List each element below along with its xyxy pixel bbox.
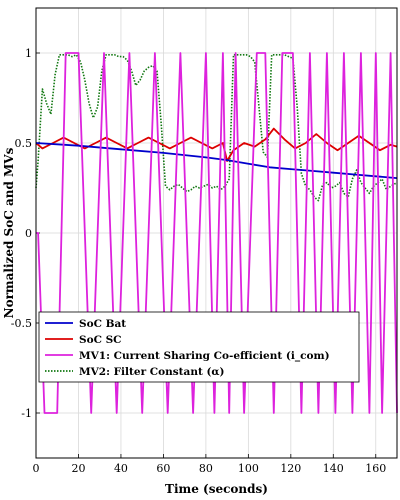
- series-line-0: [35, 142, 398, 179]
- legend: SoC Bat SoC SC MV1: Current Sharing Co-eff…: [38, 311, 360, 383]
- y-tick-label: -0.5: [11, 317, 32, 330]
- y-tick-label: 1: [25, 47, 32, 60]
- x-tick-label: 20: [71, 462, 85, 475]
- legend-label: MV2: Filter Constant (α): [79, 366, 224, 378]
- y-tick-label: 0: [25, 227, 32, 240]
- x-tick-label: 0: [33, 462, 40, 475]
- x-tick-label: 100: [238, 462, 259, 475]
- y-axis-ticks: -1 -0.5 0 0.5 1: [11, 47, 40, 420]
- x-axis-ticks: 0 20 40 60 80 100 120 140 160: [33, 454, 386, 475]
- y-tick-label: -1: [21, 407, 32, 420]
- legend-label: SoC Bat: [79, 318, 126, 330]
- series-line-3: [35, 53, 398, 202]
- y-axis-title: Normalized SoC and MVs: [2, 147, 16, 318]
- series-line-2: [36, 52, 398, 414]
- x-tick-label: 140: [323, 462, 344, 475]
- x-tick-label: 60: [156, 462, 170, 475]
- x-tick-label: 80: [199, 462, 213, 475]
- x-tick-label: 160: [365, 462, 386, 475]
- legend-label: SoC SC: [79, 334, 122, 346]
- series-line-1: [35, 127, 398, 162]
- y-tick-label: 0.5: [15, 137, 33, 150]
- plot-frame: [35, 7, 398, 459]
- legend-box: [38, 311, 360, 383]
- x-axis-title: Time (seconds): [165, 482, 268, 496]
- x-tick-label: 120: [280, 462, 301, 475]
- legend-label: MV1: Current Sharing Co-efficient (i_com…: [79, 350, 330, 363]
- x-tick-label: 40: [114, 462, 128, 475]
- series-layer: [35, 52, 398, 414]
